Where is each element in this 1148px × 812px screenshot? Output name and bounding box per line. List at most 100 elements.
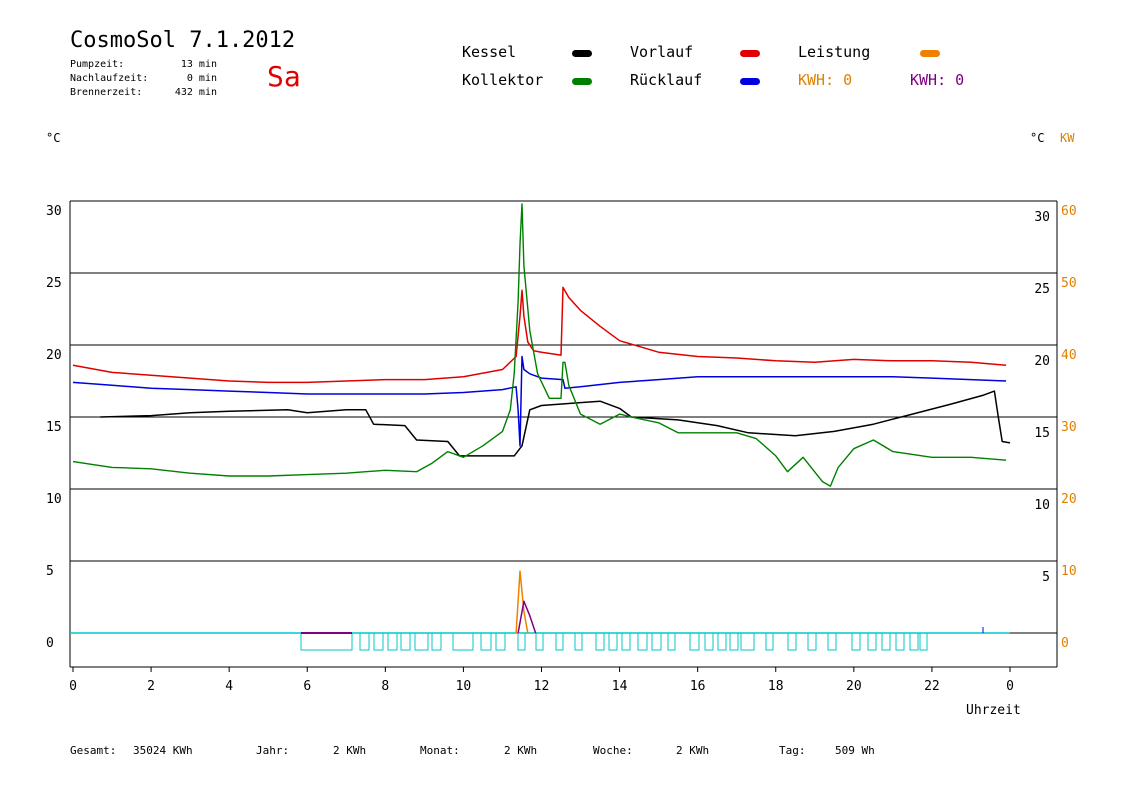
left-tick-label: 25	[46, 276, 62, 291]
left-tick-label: 0	[46, 636, 54, 651]
legend-ruecklauf-label: Rücklauf	[630, 71, 703, 89]
pump-time-box	[373, 632, 384, 651]
left-tick-label: 5	[46, 564, 54, 579]
x-axis-label: Uhrzeit	[966, 703, 1021, 718]
right-axis-unit-kw: KW	[1060, 131, 1075, 145]
footer-tag-value: 509 Wh	[835, 744, 875, 757]
x-tick-label: 2	[147, 679, 155, 694]
footer-monat-value: 2 KWh	[504, 744, 538, 757]
footer-jahr-value: 2 KWh	[333, 744, 367, 757]
pump-time-box	[637, 632, 648, 651]
pump-time-box	[480, 632, 492, 651]
footer-tag-label: Tag:	[779, 744, 806, 757]
right-tick-label-kw: 60	[1061, 204, 1077, 219]
weekday-label: Sa	[267, 60, 301, 93]
left-tick-label: 30	[46, 204, 62, 219]
legend-leistung-swatch	[920, 50, 940, 57]
pump-time-box	[555, 632, 564, 651]
x-tick-label: 6	[303, 679, 311, 694]
right-tick-label-c: 10	[1034, 498, 1050, 513]
series-line-violet	[517, 600, 537, 634]
pump-time-box	[517, 632, 526, 651]
pump-time-box	[704, 632, 714, 651]
pumpzeit-value: 13 min	[180, 59, 217, 70]
x-tick-label: 4	[225, 679, 233, 694]
footer-gesamt-value: 35024 KWh	[133, 744, 193, 757]
right-tick-label-c: 20	[1034, 354, 1050, 369]
legend-vorlauf-label: Vorlauf	[630, 43, 694, 61]
x-tick-label: 22	[924, 679, 940, 694]
series-line-kessel	[100, 390, 1011, 457]
brennerzeit-value: 432 min	[174, 87, 217, 98]
pump-time-box	[717, 632, 727, 651]
footer-jahr-label: Jahr:	[256, 744, 290, 757]
right-tick-label-c: 30	[1034, 210, 1050, 225]
pump-time-box	[895, 632, 905, 651]
x-tick-label: 8	[381, 679, 389, 694]
x-tick-label: 0	[1006, 679, 1014, 694]
pump-time-box	[608, 632, 618, 651]
x-tick-label: 16	[690, 679, 706, 694]
pump-time-box	[495, 632, 506, 651]
chart-title: CosmoSol 7.1.2012	[70, 28, 296, 53]
series-line-rcklauf	[72, 355, 1007, 447]
left-tick-label: 15	[46, 420, 62, 435]
right-tick-label-c: 25	[1034, 282, 1050, 297]
legend-kessel-swatch	[572, 50, 592, 57]
pumpzeit-label: Pumpzeit:	[70, 59, 125, 70]
pump-time-box	[387, 632, 398, 651]
pump-time-box	[400, 632, 411, 651]
x-tick-label: 14	[612, 679, 628, 694]
right-axis-unit-c: °C	[1030, 131, 1045, 145]
legend-vorlauf-swatch	[740, 50, 760, 57]
pump-time-box	[909, 632, 919, 651]
pump-time-box	[300, 632, 353, 651]
pump-time-box	[827, 632, 837, 651]
pump-time-box	[535, 632, 544, 651]
pump-time-box	[359, 632, 370, 651]
series-line-leistung	[515, 570, 529, 634]
left-tick-label: 20	[46, 348, 62, 363]
x-tick-label: 18	[768, 679, 784, 694]
pump-time-box	[729, 632, 739, 651]
right-tick-label-kw: 10	[1061, 564, 1077, 579]
pump-time-box	[621, 632, 631, 651]
pump-time-box	[919, 632, 928, 651]
left-tick-label: 10	[46, 492, 62, 507]
series-line-kollektor	[72, 203, 1007, 487]
left-axis-unit: °C	[46, 131, 61, 145]
x-tick-label: 20	[846, 679, 862, 694]
right-tick-label-kw: 20	[1061, 492, 1077, 507]
x-tick-label: 10	[456, 679, 472, 694]
right-tick-label-c: 15	[1034, 426, 1050, 441]
nachlaufzeit-label: Nachlaufzeit:	[70, 73, 149, 84]
pump-time-box	[651, 632, 662, 651]
right-tick-label-kw: 0	[1061, 636, 1069, 651]
pump-time-box	[851, 632, 861, 651]
pump-time-box	[595, 632, 605, 651]
pump-time-box	[452, 632, 474, 651]
pump-time-box	[807, 632, 817, 651]
footer-gesamt-label: Gesamt:	[70, 744, 117, 757]
pump-time-box	[574, 632, 583, 651]
pump-time-box	[881, 632, 891, 651]
pump-time-box	[740, 632, 755, 651]
pump-time-box	[867, 632, 877, 651]
pump-time-box	[765, 632, 774, 651]
legend-kwh-orange: KWH: 0	[798, 71, 853, 89]
pump-time-box	[414, 632, 429, 651]
pump-time-box	[689, 632, 700, 651]
pump-time-box	[667, 632, 676, 651]
x-tick-label: 12	[534, 679, 550, 694]
legend-kollektor-swatch	[572, 78, 592, 85]
right-tick-label-kw: 40	[1061, 348, 1077, 363]
pump-time-box	[787, 632, 797, 651]
brennerzeit-label: Brennerzeit:	[70, 87, 143, 98]
right-tick-label-c: 5	[1042, 570, 1050, 585]
right-tick-label-kw: 30	[1061, 420, 1077, 435]
footer-monat-label: Monat:	[420, 744, 460, 757]
legend-ruecklauf-swatch	[740, 78, 760, 85]
legend-leistung-label: Leistung	[798, 43, 871, 61]
series-line-vorlauf	[72, 286, 1007, 384]
nachlaufzeit-value: 0 min	[186, 73, 217, 84]
